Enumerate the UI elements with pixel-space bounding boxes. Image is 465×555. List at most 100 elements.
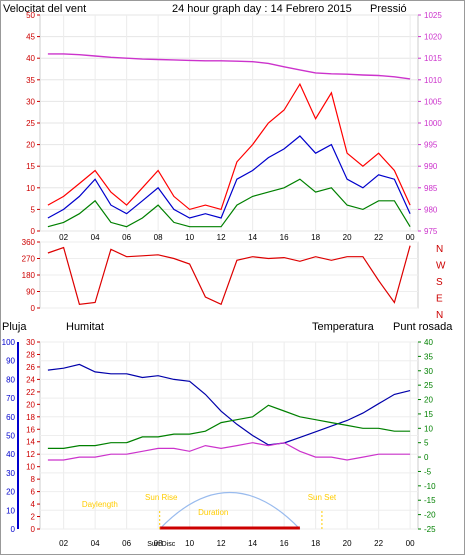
pressure-tick-label: 1020 xyxy=(424,33,442,42)
temp-tick-label: -5 xyxy=(424,467,432,476)
rain-tick-label: 8 xyxy=(31,475,36,484)
temp-tick-label: -20 xyxy=(424,511,436,520)
direction-tick-label: 90 xyxy=(26,288,35,297)
temp-tick-label: 10 xyxy=(424,424,433,433)
x-tick-label: 04 xyxy=(91,233,100,242)
temp-tick-label: -10 xyxy=(424,482,436,491)
rain-tick-label: 12 xyxy=(26,450,35,459)
rain-tick-label: 20 xyxy=(26,400,35,409)
pressure-tick-label: 975 xyxy=(424,227,438,236)
x-tick-label: 20 xyxy=(343,539,352,548)
humidity-tick-label: 30 xyxy=(6,469,15,478)
wind-tick-label: 40 xyxy=(26,54,35,63)
x-tick-label: 06 xyxy=(122,539,131,548)
x-tick-label: 00 xyxy=(406,233,415,242)
wind-tick-label: 10 xyxy=(26,184,35,193)
wind-tick-label: 15 xyxy=(26,162,35,171)
humidity-tick-label: 90 xyxy=(6,357,15,366)
graph-title: 24 hour graph day : 14 Febrero 2015 xyxy=(172,3,352,15)
x-tick-label: 12 xyxy=(217,233,226,242)
direction-tick-label: 0 xyxy=(31,304,36,313)
x-tick-label: 18 xyxy=(311,539,320,548)
wind-tick-label: 0 xyxy=(31,227,36,236)
humidity-tick-label: 60 xyxy=(6,413,15,422)
pressure-tick-label: 1000 xyxy=(424,119,442,128)
wind-tick-label: 5 xyxy=(31,205,36,214)
wind-series xyxy=(47,53,411,228)
temp-tick-label: 0 xyxy=(424,453,429,462)
wind-title: Velocitat del vent xyxy=(3,3,86,15)
pressure-tick-label: 990 xyxy=(424,162,438,171)
temp-tick-label: 5 xyxy=(424,439,429,448)
humidity-tick-label: 40 xyxy=(6,450,15,459)
temp-tick-label: 20 xyxy=(424,396,433,405)
x-tick-label: 14 xyxy=(248,539,257,548)
rain-tick-label: 4 xyxy=(31,500,36,509)
humidity-tick-label: 10 xyxy=(6,506,15,515)
pressure-tick-label: 980 xyxy=(424,205,438,214)
x-tick-label: 06 xyxy=(122,233,131,242)
temp-tick-label: 35 xyxy=(424,352,433,361)
x-tick-label: 02 xyxy=(59,233,68,242)
sun-arc xyxy=(159,491,301,530)
series-line xyxy=(47,82,411,211)
compass-label: W xyxy=(436,261,446,272)
rain-tick-label: 0 xyxy=(31,525,36,534)
dewpoint-label: Punt rosada xyxy=(393,321,453,333)
series-line xyxy=(47,404,411,449)
direction-tick-label: 270 xyxy=(22,255,36,264)
rain-tick-label: 30 xyxy=(26,338,35,347)
pressure-title: Pressió xyxy=(370,3,407,15)
x-tick-label: 22 xyxy=(374,539,383,548)
x-tick-label: 02 xyxy=(59,539,68,548)
pressure-tick-label: 995 xyxy=(424,141,438,150)
annotation-sunrise: Sun Rise xyxy=(145,493,178,502)
x-tick-label: 16 xyxy=(280,233,289,242)
wind-tick-label: 35 xyxy=(26,76,35,85)
direction-series xyxy=(47,245,411,306)
humidity-tick-label: 20 xyxy=(6,488,15,497)
panel-rain-humidity-temp: 0102030405060708090100024681012141618202… xyxy=(2,338,436,548)
panel-3-axis-ticks: 0102030405060708090100024681012141618202… xyxy=(2,338,436,534)
direction-tick-label: 360 xyxy=(22,238,36,247)
temperature-label: Temperatura xyxy=(312,321,375,333)
pressure-tick-label: 1010 xyxy=(424,76,442,85)
x-tick-label: 10 xyxy=(185,233,194,242)
rain-tick-label: 28 xyxy=(26,350,35,359)
x-tick-label: 08 xyxy=(154,233,163,242)
rain-label: Pluja xyxy=(2,321,27,333)
wind-tick-label: 30 xyxy=(26,97,35,106)
rain-tick-label: 10 xyxy=(26,463,35,472)
temp-tick-label: 40 xyxy=(424,338,433,347)
series-line xyxy=(47,442,411,461)
compass-label: N xyxy=(436,310,443,321)
rain-tick-label: 22 xyxy=(26,388,35,397)
temp-tick-label: -25 xyxy=(424,525,436,534)
pressure-axis-ticks: 975 980 985 990 995 1000 1005 1010 1015 1020 1025 xyxy=(418,11,442,236)
humidity-label: Humitat xyxy=(66,321,104,333)
humidity-tick-label: 80 xyxy=(6,375,15,384)
series-line xyxy=(47,363,411,446)
sun-annotations: Daylength Sun Rise Sun Set Duration Sun Disc xyxy=(82,491,337,548)
pressure-tick-label: 1005 xyxy=(424,97,442,106)
rain-tick-label: 18 xyxy=(26,413,35,422)
x-tick-label: 22 xyxy=(374,233,383,242)
humidity-tick-label: 50 xyxy=(6,432,15,441)
rain-tick-label: 6 xyxy=(31,488,36,497)
humidity-tick-label: 100 xyxy=(2,338,16,347)
panel-3-series xyxy=(47,363,411,461)
x-tick-label: 04 xyxy=(91,539,100,548)
x-tick-label: 10 xyxy=(185,539,194,548)
panel-3-x-ticks: 02 04 06 08 10 12 14 16 18 20 22 00 xyxy=(59,342,415,548)
series-line xyxy=(47,178,411,228)
compass-label: S xyxy=(436,277,443,288)
annotation-daylength: Daylength xyxy=(82,500,118,509)
x-tick-label: 16 xyxy=(280,539,289,548)
rain-tick-label: 14 xyxy=(26,438,35,447)
compass-label: E xyxy=(436,294,443,305)
direction-line xyxy=(47,245,411,306)
x-tick-label: 14 xyxy=(248,233,257,242)
